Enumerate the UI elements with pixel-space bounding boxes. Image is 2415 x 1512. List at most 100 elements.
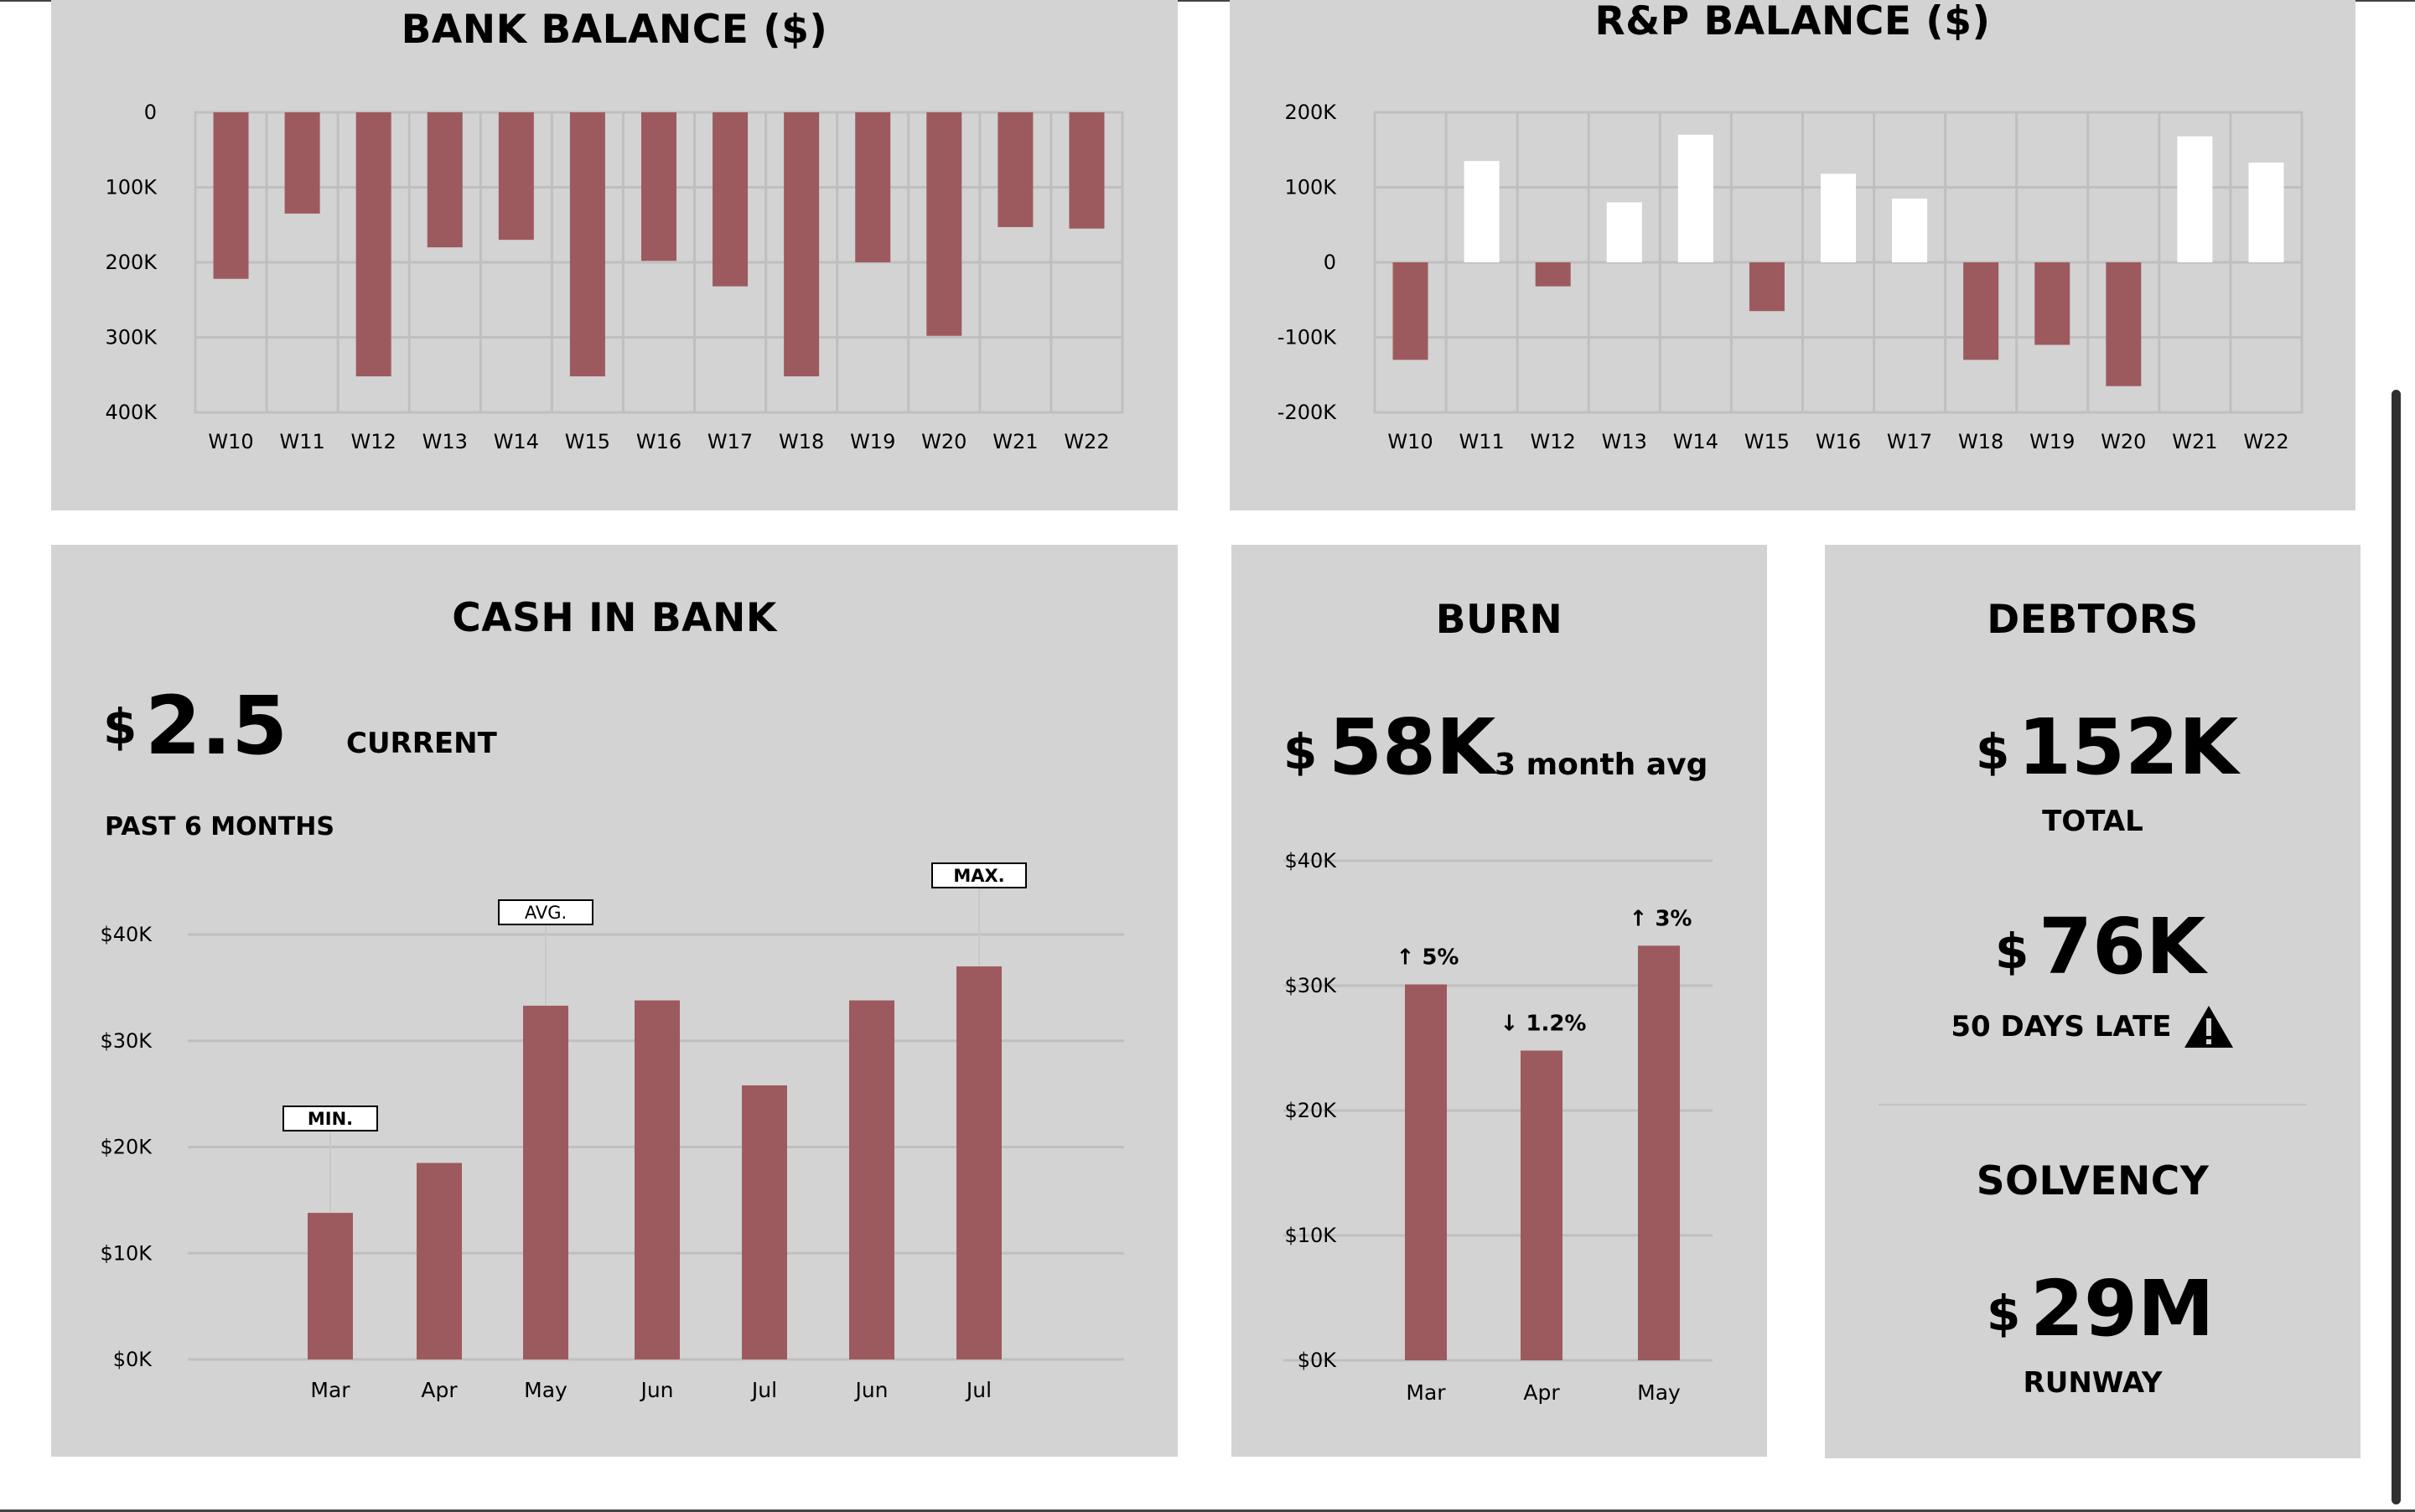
bank-ytick-label: 100K — [105, 176, 158, 199]
debtors-title: DEBTORS — [1987, 597, 2199, 643]
burn-value-label: 3 month avg — [1495, 748, 1708, 782]
rp-xtick-label: W21 — [2172, 430, 2217, 453]
burn-chart: $0K $10K $20K $30K $40K Mar ↑ 5% Apr ↓ 1.2% May ↑ … — [1283, 849, 1713, 1405]
rp-bar — [1821, 173, 1856, 262]
rp-xtick-label: W17 — [1887, 430, 1932, 453]
cash-xtick-label: Jun — [639, 1378, 673, 1402]
cash-in-bank-chart: $0K $10K $20K $30K $40K Mar Apr May Jun Jul Jun Jul… — [100, 862, 1124, 1402]
debtors-late-label: 50 DAYS LATE — [1951, 1010, 2172, 1043]
cash-ytick-label: $40K — [100, 923, 153, 946]
rp-xtick-label: W14 — [1673, 430, 1718, 453]
rp-ytick-label: 100K — [1284, 176, 1337, 199]
bank-xtick-label: W14 — [494, 430, 539, 453]
cash-xtick-label: Mar — [310, 1378, 350, 1402]
cash-xtick-label: Apr — [421, 1378, 458, 1402]
rp-bar — [1892, 198, 1928, 262]
rp-bar — [2106, 262, 2142, 386]
debtors-late-currency: $ — [1995, 923, 2029, 980]
bank-xtick-label: W11 — [279, 430, 324, 453]
solvency-value: 29M — [2030, 1264, 2215, 1354]
rp-ytick-label: 200K — [1284, 101, 1337, 124]
bank-balance-chart: 0 100K 200K 300K 400K W10 W11 W12 W13 W14 W15 W16 W1… — [105, 101, 1124, 453]
bank-xtick-label: W21 — [992, 430, 1038, 453]
burn-xtick-label: Mar — [1406, 1380, 1446, 1405]
burn-bar — [1638, 945, 1680, 1360]
rp-bar — [1677, 134, 1713, 262]
cash-bar — [417, 1162, 462, 1359]
rp-bar — [2034, 262, 2070, 345]
burn-currency: $ — [1283, 723, 1318, 780]
bank-bar — [1069, 112, 1105, 229]
bank-bar — [998, 112, 1034, 227]
cash-bar — [635, 1000, 680, 1359]
cash-current-label: CURRENT — [346, 727, 497, 760]
bank-ytick-label: 200K — [105, 251, 158, 274]
bank-xtick-label: W18 — [779, 430, 824, 453]
cash-xtick-label: May — [524, 1378, 567, 1402]
cash-ytick-label: $0K — [113, 1348, 153, 1371]
debtors-panel: DEBTORS $ 152K TOTAL $ 76K 50 DAYS LATE … — [1825, 545, 2361, 1458]
rp-ytick-label: -200K — [1277, 401, 1337, 424]
burn-ytick-label: $0K — [1298, 1349, 1338, 1372]
cash-annotation-label: AVG. — [525, 903, 567, 923]
cash-subtitle: PAST 6 MONTHS — [105, 812, 334, 841]
warning-icon — [2184, 1006, 2233, 1048]
burn-panel: BURN $ 58K 3 month avg $0K $10K $20K $30K $4… — [1231, 545, 1767, 1457]
cash-in-bank-title: CASH IN BANK — [452, 595, 777, 641]
burn-ytick-label: $10K — [1284, 1224, 1337, 1247]
cash-bar — [742, 1085, 787, 1359]
rp-ytick-label: -100K — [1277, 326, 1337, 350]
rp-ytick-label: 0 — [1324, 251, 1336, 274]
bank-bar — [284, 112, 320, 214]
cash-annotation-box — [931, 862, 1027, 888]
debtors-divider — [1879, 1104, 2307, 1106]
rp-bar — [1606, 202, 1642, 262]
debtors-late-row: 50 DAYS LATE — [1825, 1004, 2361, 1049]
bank-xtick-label: W19 — [850, 430, 895, 453]
burn-ytick-label: $20K — [1284, 1099, 1337, 1122]
cash-annotation-box — [498, 899, 593, 925]
bank-ytick-label: 400K — [105, 401, 158, 424]
rp-xtick-label: W22 — [2243, 430, 2288, 453]
rp-xtick-label: W13 — [1602, 430, 1647, 453]
top-border — [0, 0, 2415, 2]
bank-ytick-label: 0 — [144, 101, 157, 124]
burn-value: 58K — [1329, 702, 1496, 792]
vertical-scrollbar[interactable] — [2392, 390, 2401, 1504]
bank-xtick-label: W13 — [422, 430, 468, 453]
bank-xtick-label: W16 — [636, 430, 681, 453]
burn-xtick-label: Apr — [1523, 1380, 1560, 1405]
cash-bar — [956, 966, 1002, 1359]
bank-bar — [427, 112, 463, 248]
cash-bar — [523, 1005, 568, 1359]
cash-current-value: 2.5 — [145, 679, 288, 773]
cash-in-bank-panel: CASH IN BANK $ 2.5 CURRENT PAST 6 MONTHS… — [51, 545, 1178, 1457]
solvency-title: SOLVENCY — [1976, 1158, 2210, 1204]
rp-xtick-label: W15 — [1744, 430, 1790, 453]
rp-balance-title: R&P BALANCE ($) — [1594, 0, 1991, 44]
rp-xtick-label: W10 — [1387, 430, 1433, 453]
bank-bar — [855, 112, 891, 262]
debtors-total-label: TOTAL — [2042, 805, 2143, 838]
rp-xtick-label: W20 — [2101, 430, 2146, 453]
bank-ytick-label: 300K — [105, 326, 158, 350]
cash-annotation-box — [282, 1106, 378, 1131]
debtors-total-currency: $ — [1976, 723, 2010, 780]
cash-currency: $ — [103, 698, 137, 755]
burn-change-label: ↓ 1.2% — [1500, 1011, 1587, 1036]
cash-bar — [308, 1213, 353, 1359]
rp-xtick-label: W18 — [1958, 430, 2003, 453]
bank-xtick-label: W17 — [707, 430, 753, 453]
rp-xtick-label: W19 — [2029, 430, 2075, 453]
burn-title: BURN — [1435, 597, 1563, 643]
rp-bar — [1535, 262, 1571, 287]
bank-xtick-label: W22 — [1064, 430, 1109, 453]
burn-change-label: ↑ 3% — [1630, 906, 1692, 931]
cash-ytick-label: $10K — [100, 1241, 153, 1265]
burn-bar — [1521, 1050, 1562, 1360]
debtors-late-value: 76K — [2039, 902, 2206, 992]
bank-xtick-label: W10 — [208, 430, 253, 453]
bank-xtick-label: W15 — [565, 430, 610, 453]
bank-balance-title: BANK BALANCE ($) — [401, 7, 828, 53]
cash-bar — [849, 1000, 894, 1359]
